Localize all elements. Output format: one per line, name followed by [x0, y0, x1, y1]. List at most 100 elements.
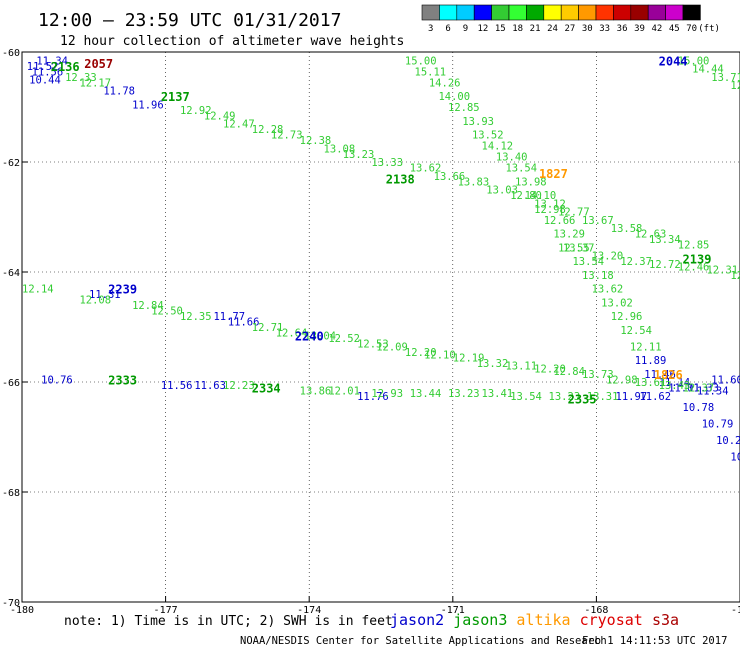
data-point-label: 13.41 — [482, 388, 514, 400]
data-point-label: 11.01 — [668, 383, 700, 395]
data-point-label: 13.23 — [343, 149, 375, 161]
data-point-label: 11.56 — [161, 380, 193, 392]
data-point-label: 12.92 — [180, 105, 212, 117]
legend-swatch — [491, 4, 510, 21]
legend-label: 36 — [617, 24, 628, 34]
tick-label-x: -171 — [441, 605, 465, 616]
data-point-label: 13.93 — [462, 116, 494, 128]
data-point-label: 12.09 — [376, 341, 408, 353]
data-point-label: 13.08 — [324, 143, 356, 155]
timestamp-text: Feb 1 14:11:53 UTC 2017 — [582, 635, 727, 647]
data-point-label: 12.84 — [132, 300, 164, 312]
data-point-label: 11.62 — [639, 391, 671, 403]
tick-label-y: -60 — [2, 48, 20, 59]
data-point-label: 13.33 — [371, 157, 403, 169]
data-point-label: 15.00 — [405, 55, 437, 67]
data-point-label: 11.34 — [697, 385, 729, 397]
data-point-label: 12.20 — [534, 363, 566, 375]
data-point-label: 12.71 — [252, 322, 284, 334]
legend-label: (ft) — [698, 24, 720, 34]
data-points: 11.3411.5211.5610.4411.7811.9611.3111.77… — [22, 55, 740, 463]
data-point-label: 12.80 — [510, 190, 542, 202]
legend-label: 45 — [669, 24, 680, 34]
legend-label: 21 — [530, 24, 541, 34]
data-point-label: 11.89 — [635, 355, 667, 367]
data-point-label: 12.40 — [730, 270, 740, 282]
data-point-label: 12.31 — [706, 264, 738, 276]
axis-ticks: -180 -177 -174 -171 -168 -16 -60 -62 -64 -66 -68 -7… — [2, 48, 740, 616]
tick-label-x: -174 — [297, 605, 321, 616]
data-point-label: 12.10 — [424, 350, 456, 362]
data-point-label: 10.79 — [702, 418, 734, 430]
data-point-label: 10.78 — [683, 402, 715, 414]
tick-label-x: -177 — [154, 605, 178, 616]
legend-swatch — [526, 4, 545, 21]
legend-label: 12 — [477, 24, 488, 34]
data-point-label: 12.17 — [79, 77, 111, 89]
data-point-label: 13.40 — [496, 152, 528, 164]
data-point-label: 13.34 — [649, 234, 681, 246]
pass-label: 2334 — [252, 382, 281, 396]
legend-swatch — [682, 4, 701, 21]
data-point-label: 12.35 — [180, 311, 212, 323]
satellite-name: jason3 — [453, 611, 507, 629]
data-point-label: 12.53 — [357, 339, 389, 351]
pass-label: 2139 — [683, 252, 712, 266]
data-point-label: 13.54 — [510, 391, 542, 403]
data-point-label: 13.73 — [582, 369, 614, 381]
data-point-label: 13.86 — [300, 385, 332, 397]
note-text: note: 1) Time is in UTC; 2) SWH is in fe… — [64, 614, 393, 629]
legend-label: 27 — [564, 24, 575, 34]
data-point-label: 11.56 — [32, 66, 64, 78]
legend-label: 33 — [599, 24, 610, 34]
data-point-label: 12.46 — [678, 262, 710, 274]
data-point-label: 13.11 — [505, 361, 537, 373]
legend-swatch — [439, 4, 458, 21]
legend-swatch — [613, 4, 632, 21]
data-point-label: 13.32 — [477, 358, 509, 370]
legend-label: 70 — [686, 24, 697, 34]
data-point-label: 11.96 — [132, 99, 164, 111]
data-point-label: 11.46 — [644, 369, 676, 381]
data-point-label: 14.26 — [429, 77, 461, 89]
data-point-label: 13.62 — [410, 163, 442, 175]
data-point-label: 12.14 — [22, 284, 54, 296]
pass-label: 2057 — [84, 57, 113, 71]
data-point-label: 10.3 — [730, 451, 740, 463]
data-point-label: 13.98 — [515, 176, 547, 188]
data-point-label: 13.37 — [563, 242, 595, 254]
satellite-name: cryosat — [580, 611, 643, 629]
data-point-label: 11.97 — [616, 391, 648, 403]
data-point-label: 12.50 — [151, 306, 183, 318]
data-point-label: 12.64 — [276, 328, 308, 340]
data-point-label: 13.66 — [434, 171, 466, 183]
legend-swatch — [508, 4, 527, 21]
data-point-label: 11.33 — [687, 383, 719, 395]
pass-labels: 2057 2136 2137 2138 2139 2044 2239 2240 2333 2334… — [51, 54, 712, 406]
data-point-label: 13.54 — [572, 256, 604, 268]
legend-label: 39 — [634, 24, 645, 34]
data-point-label: 12.23 — [223, 380, 255, 392]
data-point-label: 11.76 — [357, 391, 389, 403]
legend-label: 42 — [651, 24, 662, 34]
data-point-label: 13.43 — [659, 380, 691, 392]
data-point-label: 13.29 — [553, 229, 585, 241]
data-point-label: 13.23 — [448, 388, 480, 400]
pass-label: 1827 — [539, 167, 568, 181]
data-point-label: 12.47 — [223, 119, 255, 131]
data-point-label: 12.01 — [328, 385, 360, 397]
data-point-label: 12.66 — [544, 215, 576, 227]
data-point-label: 13.67 — [582, 215, 614, 227]
tick-label-y: -64 — [2, 268, 20, 279]
data-point-label: 13.04 — [304, 330, 336, 342]
legend-swatch — [595, 4, 614, 21]
data-point-label: 11.14 — [659, 377, 691, 389]
satellite-name: altika — [516, 611, 570, 629]
data-point-label: 10.29 — [716, 435, 740, 447]
legend-label: 6 — [445, 24, 450, 34]
legend-label: 3 — [428, 24, 433, 34]
data-point-label: 13.23 — [549, 391, 581, 403]
legend-swatch — [630, 4, 649, 21]
data-point-label: 10.44 — [29, 75, 61, 87]
